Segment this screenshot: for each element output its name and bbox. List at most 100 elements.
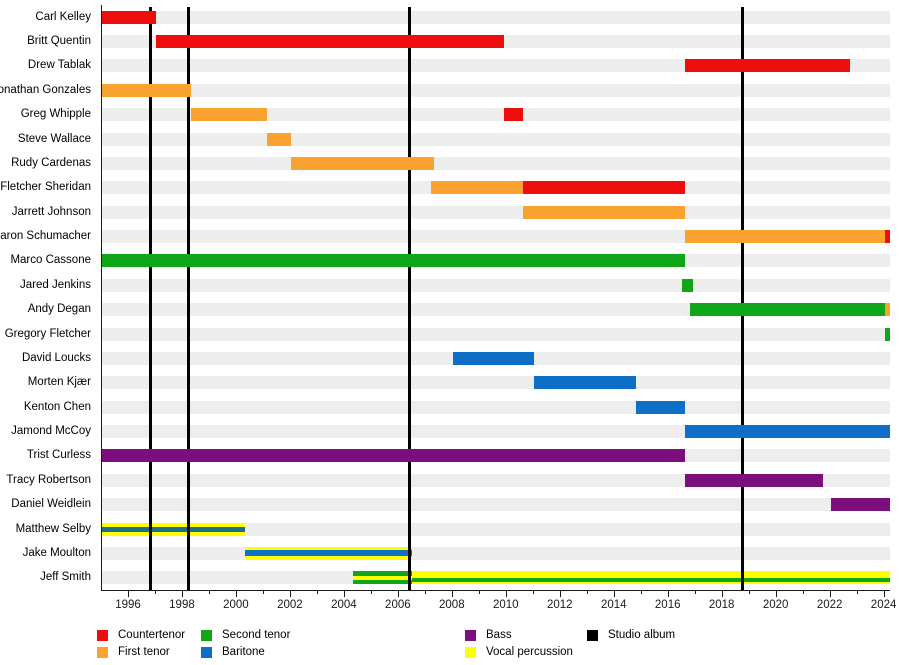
legend-item-baritone: Baritone	[201, 646, 265, 658]
axis-tick-major	[829, 590, 832, 597]
axis-tick-label: 2002	[277, 599, 303, 611]
timeline-bar	[504, 108, 523, 122]
timeline-bar	[102, 254, 685, 268]
row-band	[102, 83, 890, 97]
member-label: Trist Curless	[26, 449, 91, 462]
row-band	[102, 108, 890, 122]
timeline-bar	[884, 327, 890, 341]
timeline-bar	[290, 156, 434, 170]
timeline-bar	[684, 473, 823, 487]
member-label: Marco Cassone	[10, 254, 91, 267]
row-band	[102, 376, 890, 390]
axis-tick-minor	[370, 590, 373, 594]
axis-tick-label: 2000	[223, 599, 249, 611]
axis-tick-label: 2020	[762, 599, 789, 611]
axis-tick-minor	[802, 590, 805, 594]
axis-tick-minor	[424, 590, 427, 594]
member-label: Steve Wallace	[17, 132, 91, 145]
axis-tick-label: 1996	[115, 599, 141, 611]
member-label: Britt Quentin	[27, 35, 91, 48]
timeline-bar	[884, 303, 890, 317]
axis-tick-label: 2010	[492, 599, 519, 611]
legend-item-countertenor: Countertenor	[97, 629, 185, 641]
timeline-bar	[431, 181, 523, 195]
axis-tick-major	[883, 590, 886, 597]
member-labels-column: Carl Kelley Britt Quentin Drew Tablak Jonat…	[0, 5, 96, 590]
row-band	[102, 327, 890, 341]
row-band	[102, 132, 890, 146]
legend-label: Vocal percussion	[486, 646, 573, 658]
member-label: Carl Kelley	[35, 10, 91, 23]
axis-tick-minor	[154, 590, 157, 594]
axis-tick-major	[451, 590, 454, 597]
studio-album-line	[741, 7, 745, 590]
axis-tick-label: 2016	[654, 599, 681, 611]
axis-tick-minor	[208, 590, 211, 594]
legend-label: First tenor	[118, 646, 170, 658]
timeline-bar	[533, 376, 637, 390]
legend-swatch-vocal_percussion	[465, 646, 476, 658]
row-band	[102, 522, 890, 536]
axis-tick-minor	[478, 590, 481, 594]
axis-tick-minor	[640, 590, 643, 594]
timeline-bar	[684, 425, 890, 439]
studio-album-line	[186, 7, 190, 590]
legend-swatch-baritone	[201, 646, 212, 658]
legend-swatch-bass	[465, 629, 476, 641]
timeline-bar	[102, 449, 685, 463]
timeline-bar-core	[102, 526, 246, 532]
member-label: Morten Kjær	[27, 376, 91, 389]
axis-tick-major	[343, 590, 346, 597]
axis-tick-minor	[856, 590, 859, 594]
axis-tick-major	[505, 590, 508, 597]
timeline-bar	[102, 10, 156, 24]
member-label: Gregory Fletcher	[4, 327, 91, 340]
row-band	[102, 205, 890, 219]
member-label: Jonathan Gonzales	[0, 83, 91, 96]
legend-item-vocal_percussion: Vocal percussion	[465, 646, 573, 658]
timeline-bar	[452, 351, 534, 365]
timeline-bar	[155, 35, 505, 49]
row-band	[102, 10, 890, 24]
legend-swatch-countertenor	[97, 629, 108, 641]
member-label: Jake Moulton	[22, 546, 91, 559]
axis-tick-major	[289, 590, 292, 597]
legend-item-second_tenor: Second tenor	[201, 629, 290, 641]
timeline-bar	[690, 303, 885, 317]
timeline-bar	[102, 522, 246, 536]
timeline-bar-core	[412, 578, 890, 583]
axis-tick-major	[721, 590, 724, 597]
member-label: Rudy Cardenas	[11, 156, 91, 169]
row-band	[102, 156, 890, 170]
axis-tick-major	[775, 590, 778, 597]
member-label: David Loucks	[21, 351, 91, 364]
axis-tick-major	[667, 590, 670, 597]
axis-tick-label: 2018	[708, 599, 735, 611]
axis-tick-minor	[586, 590, 589, 594]
studio-album-line	[408, 7, 412, 590]
axis-tick-minor	[748, 590, 751, 594]
axis-tick-major	[559, 590, 562, 597]
axis-tick-label: 2024	[870, 599, 897, 611]
member-label: Jeff Smith	[40, 571, 91, 584]
axis-tick-label: 2008	[439, 599, 465, 611]
axis-tick-label: 2014	[600, 599, 627, 611]
axis-tick-major	[127, 590, 130, 597]
axis-tick-minor	[532, 590, 535, 594]
member-label: Jamond McCoy	[11, 425, 91, 438]
axis-tick-major	[181, 590, 184, 597]
row-band	[102, 278, 890, 292]
axis-tick-label: 1998	[169, 599, 195, 611]
timeline-bar-core	[352, 575, 413, 580]
legend-label: Bass	[486, 629, 512, 641]
legend-swatch-studio_album	[587, 629, 598, 641]
axis-tick-label: 2022	[816, 599, 843, 611]
row-band	[102, 546, 890, 560]
legend-swatch-first_tenor	[97, 646, 108, 658]
timeline-bar	[191, 108, 267, 122]
member-label: Jared Jenkins	[20, 278, 91, 291]
timeline-bar	[522, 181, 685, 195]
row-band	[102, 400, 890, 414]
legend-label: Second tenor	[222, 629, 291, 641]
